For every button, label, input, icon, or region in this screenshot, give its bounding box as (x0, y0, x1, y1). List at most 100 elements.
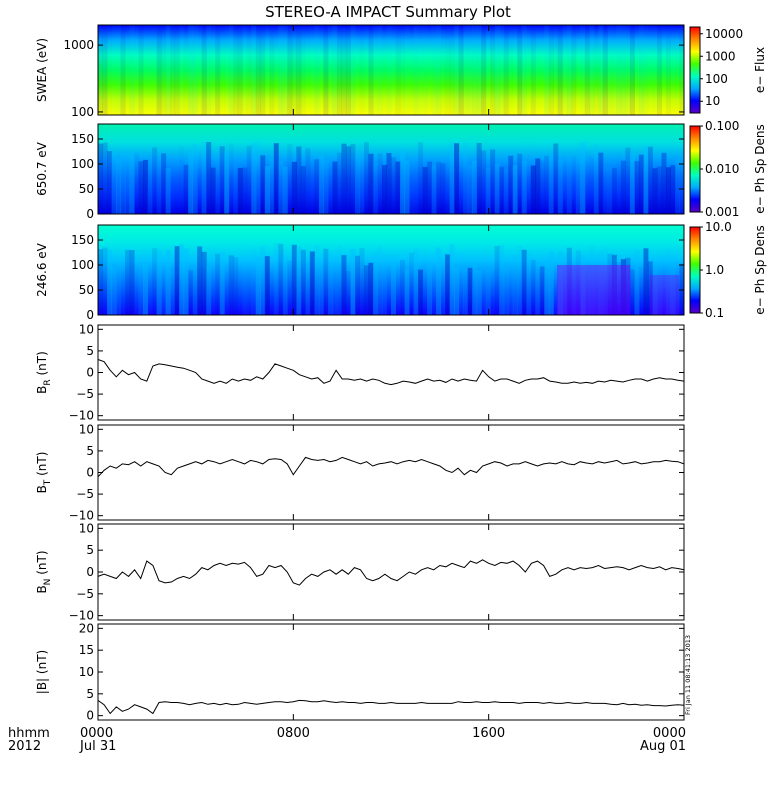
heatmap-cell (589, 245, 595, 315)
y-tick-label: −5 (76, 587, 94, 601)
heatmap-cell (548, 25, 554, 115)
y-axis-label-main: B (35, 485, 49, 493)
y-axis-label-main: B (35, 386, 49, 394)
heatmap-cell (679, 25, 685, 115)
heatmap-cell (377, 153, 383, 214)
y-tick-label: 0 (86, 366, 94, 380)
heatmap-cell (233, 25, 239, 115)
heatmap-cell (553, 25, 558, 115)
heatmap-cell (557, 265, 631, 315)
heatmap-cell (517, 245, 523, 315)
heatmap-cell (211, 244, 216, 315)
heatmap-cell (593, 254, 599, 315)
y-axis-label-unit: (nT) (35, 650, 49, 678)
heatmap-cell (332, 258, 338, 315)
heatmap-cell (526, 25, 531, 115)
heatmap-cell (102, 247, 108, 315)
heatmap-cell (372, 163, 378, 214)
heatmap-cell (359, 144, 365, 214)
heatmap-cell (665, 249, 671, 315)
heatmap-cell (161, 256, 167, 315)
heatmap-cell (649, 275, 680, 315)
heatmap-cell (345, 25, 351, 115)
heatmap-cell (440, 259, 446, 315)
heatmap-cell (134, 153, 140, 214)
y-tick-label: 1000 (63, 38, 94, 52)
series-line (97, 359, 685, 386)
heatmap-cell (675, 25, 680, 115)
heatmap-cell (494, 163, 500, 214)
heatmap-cell (400, 25, 405, 115)
heatmap-cell (548, 155, 554, 214)
heatmap-cell (102, 142, 108, 214)
heatmap-cell (539, 266, 545, 315)
heatmap-cell (557, 251, 563, 315)
heatmap-cell (643, 146, 649, 214)
colorbar-tick-label: 1000 (705, 49, 736, 63)
heatmap-cell (593, 144, 599, 214)
heatmap-cell (611, 167, 617, 214)
heatmap-cell (535, 25, 540, 115)
heatmap-cell (386, 25, 392, 115)
heatmap-cell (188, 25, 194, 115)
heatmap-cell (354, 149, 360, 214)
heatmap-cell (233, 257, 239, 315)
heatmap-cell (152, 248, 158, 315)
heatmap-cell (242, 25, 248, 115)
y-tick-label: −10 (69, 409, 94, 423)
heatmap-cell (436, 161, 442, 214)
heatmap-cell (580, 142, 586, 214)
heatmap-cell (174, 25, 180, 115)
panel-frame (97, 24, 685, 116)
heatmap-cell (553, 143, 559, 214)
heatmap-cell (445, 25, 450, 115)
heatmap-cell (377, 246, 383, 315)
heatmap-cell (512, 165, 518, 214)
heatmap-cell (553, 253, 559, 315)
heatmap-cell (423, 243, 428, 315)
heatmap-cell (152, 147, 158, 214)
y-tick-label: 0 (86, 709, 94, 723)
heatmap-cell (404, 269, 410, 315)
heatmap-cell (539, 160, 545, 214)
heatmap-cell (278, 243, 284, 315)
heatmap-panel-2: 150 100 50 0 246.6 eV 10.0 1.0 0.1 e− Ph Sp Dens (35, 220, 767, 322)
y-axis-label-unit: (nT) (35, 351, 49, 379)
heatmap-cell (485, 167, 491, 214)
heatmap-cell (184, 25, 189, 115)
heatmap-cell (481, 150, 487, 214)
heatmap-cell (201, 251, 207, 315)
heatmap-cell (580, 25, 586, 115)
heatmap-cell (120, 152, 126, 214)
heatmap-cell (647, 146, 653, 214)
heatmap-cell (557, 25, 563, 115)
series-line (97, 559, 685, 586)
y-tick-label: −5 (76, 387, 94, 401)
heatmap-cell (449, 142, 455, 214)
heatmap-cell (143, 264, 149, 315)
heatmap-cell (305, 148, 311, 214)
heatmap-cell (251, 142, 257, 214)
heatmap-cell (441, 25, 446, 115)
heatmap-cell (305, 25, 310, 115)
heatmap-cell (445, 153, 450, 214)
heatmap-cell (300, 166, 306, 214)
heatmap-cell (557, 159, 563, 214)
heatmap-cell (584, 25, 590, 115)
heatmap-cell (422, 25, 428, 115)
heatmap-cell (359, 25, 364, 115)
heatmap-cell (629, 25, 635, 115)
heatmap-cell (269, 158, 275, 214)
heatmap-cell (571, 270, 577, 315)
heatmap-cell (396, 268, 401, 315)
heatmap-cell (328, 159, 333, 214)
heatmap-cell (467, 164, 473, 214)
heatmap-cell (368, 25, 374, 115)
heatmap-cell (318, 155, 324, 214)
colorbar-tick-label: 1.0 (705, 263, 724, 277)
heatmap-cell (575, 147, 581, 214)
heatmap-cell (629, 269, 635, 315)
year-label: 2012 (8, 739, 41, 754)
heatmap-cell (391, 25, 396, 115)
heatmap-cell (368, 153, 374, 214)
